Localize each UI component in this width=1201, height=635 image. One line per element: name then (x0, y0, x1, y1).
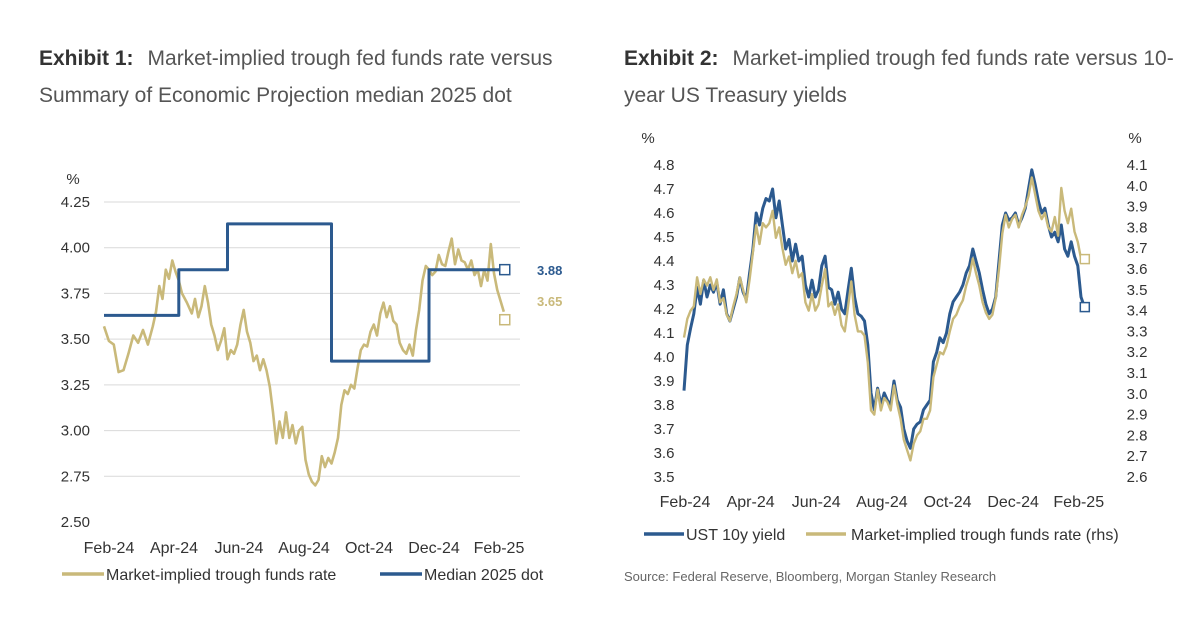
right-y-tick-label: 3.6 (1127, 261, 1148, 278)
left-y-tick-label: 4.4 (654, 253, 675, 270)
legend-label: Market-implied trough funds rate (rhs) (851, 527, 1119, 544)
left-y-tick-label: 4.6 (654, 205, 675, 222)
left-y-tick-label: 4.7 (654, 181, 675, 198)
left-y-tick-label: 3.8 (654, 397, 675, 414)
x-tick-label: Feb-25 (1053, 494, 1104, 511)
left-y-tick-label: 4.1 (654, 325, 675, 342)
exhibit1-title: Exhibit 1: Market-implied trough fed fund… (39, 40, 579, 114)
x-tick-label: Feb-24 (660, 494, 711, 511)
x-tick-label: Apr-24 (727, 494, 775, 511)
trough-rate-end-label: 3.65 (537, 294, 562, 309)
trough-rate-rhs-series-line (682, 176, 1085, 462)
trough-rate-series-line (102, 237, 506, 487)
x-tick-label: Jun-24 (215, 540, 264, 557)
right-y-tick-label: 3.9 (1127, 199, 1148, 216)
left-y-tick-label: 4.0 (654, 349, 675, 366)
median-dot-end-label: 3.88 (537, 263, 562, 278)
left-y-tick-label: 4.2 (654, 301, 675, 318)
x-tick-label: Dec-24 (987, 494, 1039, 511)
legend-label: UST 10y yield (686, 527, 785, 544)
x-tick-label: Jun-24 (792, 494, 841, 511)
left-y-tick-label: 4.8 (654, 157, 675, 174)
right-y-tick-label: 3.2 (1127, 344, 1148, 361)
x-tick-label: Feb-25 (474, 540, 525, 557)
x-tick-label: Dec-24 (408, 540, 460, 557)
right-y-tick-label: 2.8 (1127, 427, 1148, 444)
right-y-tick-label: 2.7 (1127, 448, 1148, 465)
exhibit1-title-label: Exhibit 1: (39, 47, 134, 70)
right-y-tick-label: 3.3 (1127, 323, 1148, 340)
y-tick-label: 3.00 (61, 423, 90, 440)
left-y-tick-label: 3.7 (654, 421, 675, 438)
right-y-tick-label: 2.6 (1127, 469, 1148, 486)
legend-label: Market-implied trough funds rate (106, 567, 336, 584)
y-tick-label: 3.50 (61, 331, 90, 348)
left-y-tick-label: 3.9 (654, 373, 675, 390)
end-value-marker (499, 263, 511, 276)
x-tick-label: Aug-24 (856, 494, 908, 511)
exhibit1-chart: % 4.25 4.00 3.75 3.50 3.25 3.00 2.75 2.50 Feb-24 A… (61, 171, 563, 584)
left-y-tick-label: 4.5 (654, 229, 675, 246)
exhibit2-title: Exhibit 2: Market-implied trough fed fund… (624, 40, 1184, 114)
y-axis-unit-label: % (66, 171, 79, 188)
right-y-tick-label: 3.4 (1127, 303, 1148, 320)
right-y-tick-label: 3.7 (1127, 240, 1148, 257)
legend-label: Median 2025 dot (424, 567, 544, 584)
right-y-tick-label: 3.0 (1127, 386, 1148, 403)
right-y-tick-label: 3.1 (1127, 365, 1148, 382)
exhibit1-title-text: Market-implied trough fed funds rate ver… (39, 47, 553, 107)
y-tick-label: 4.25 (61, 194, 90, 211)
left-y-tick-label: 3.5 (654, 469, 675, 486)
end-value-marker (1079, 253, 1091, 265)
y-tick-label: 2.50 (61, 514, 90, 531)
right-y-tick-label: 2.9 (1127, 407, 1148, 424)
left-y-tick-label: 4.3 (654, 277, 675, 294)
x-tick-label: Apr-24 (150, 540, 198, 557)
y-tick-label: 3.25 (61, 377, 90, 394)
right-y-tick-label: 3.8 (1127, 219, 1148, 236)
y-tick-label: 4.00 (61, 240, 90, 257)
end-value-marker (499, 313, 511, 326)
x-tick-label: Aug-24 (278, 540, 330, 557)
median-dot-series-line (104, 222, 504, 363)
exhibit2-title-label: Exhibit 2: (624, 47, 719, 70)
right-y-tick-label: 4.0 (1127, 178, 1148, 195)
x-tick-label: Feb-24 (84, 540, 135, 557)
left-axis-unit-label: % (641, 130, 654, 147)
exhibit2-title-text: Market-implied trough fed funds rate ver… (624, 47, 1174, 107)
y-tick-label: 2.75 (61, 468, 90, 485)
right-axis-unit-label: % (1128, 130, 1141, 147)
y-tick-label: 3.75 (61, 285, 90, 302)
end-value-marker (1079, 301, 1091, 313)
right-y-tick-label: 3.5 (1127, 282, 1148, 299)
source-note: Source: Federal Reserve, Bloomberg, Morg… (624, 569, 997, 584)
right-y-tick-label: 4.1 (1127, 157, 1148, 174)
x-tick-label: Oct-24 (345, 540, 393, 557)
left-y-tick-label: 3.6 (654, 445, 675, 462)
x-tick-label: Oct-24 (923, 494, 971, 511)
